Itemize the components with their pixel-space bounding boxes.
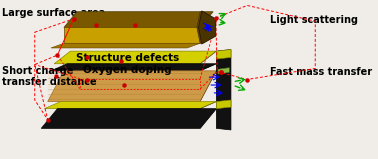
- Polygon shape: [200, 109, 216, 128]
- Polygon shape: [200, 71, 216, 102]
- Text: Short charge
transfer distance: Short charge transfer distance: [2, 66, 97, 87]
- Polygon shape: [48, 71, 216, 102]
- Polygon shape: [54, 51, 216, 64]
- Polygon shape: [216, 50, 231, 130]
- Text: Structure defects
Oxygen doping: Structure defects Oxygen doping: [76, 53, 179, 75]
- Polygon shape: [216, 50, 231, 59]
- Polygon shape: [200, 102, 216, 109]
- Polygon shape: [45, 102, 216, 109]
- Polygon shape: [216, 100, 231, 109]
- Polygon shape: [200, 64, 216, 71]
- Polygon shape: [197, 12, 213, 43]
- Text: Fast mass transfer: Fast mass transfer: [270, 67, 372, 77]
- Polygon shape: [198, 11, 216, 44]
- Polygon shape: [64, 12, 213, 28]
- Text: Large surface area: Large surface area: [2, 8, 105, 18]
- Polygon shape: [51, 43, 200, 48]
- Polygon shape: [64, 28, 200, 43]
- Text: Light scattering: Light scattering: [270, 15, 358, 25]
- Polygon shape: [41, 109, 216, 128]
- Polygon shape: [218, 68, 229, 74]
- Polygon shape: [51, 64, 216, 71]
- Polygon shape: [200, 51, 216, 64]
